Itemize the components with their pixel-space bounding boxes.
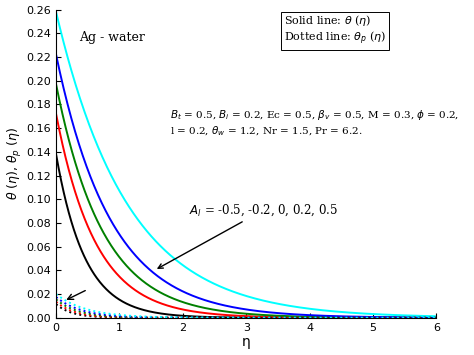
Text: Solid line: $\theta$ ($\eta$)
Dotted line: $\theta_p$ ($\eta$): Solid line: $\theta$ ($\eta$) Dotted lin… [284,13,387,47]
Text: $A_l$ = -0.5, -0.2, 0, 0.2, 0.5: $A_l$ = -0.5, -0.2, 0, 0.2, 0.5 [158,202,338,268]
X-axis label: η: η [242,335,251,349]
Text: Ag - water: Ag - water [79,31,145,44]
Text: $B_t$ = 0.5, $B_i$ = 0.2, Ec = 0.5, $\beta_v$ = 0.5, M = 0.3, $\phi$ = 0.2,
l = : $B_t$ = 0.5, $B_i$ = 0.2, Ec = 0.5, $\be… [170,108,459,138]
Y-axis label: $\theta$ ($\eta$), $\theta_p$ ($\eta$): $\theta$ ($\eta$), $\theta_p$ ($\eta$) [6,127,24,200]
